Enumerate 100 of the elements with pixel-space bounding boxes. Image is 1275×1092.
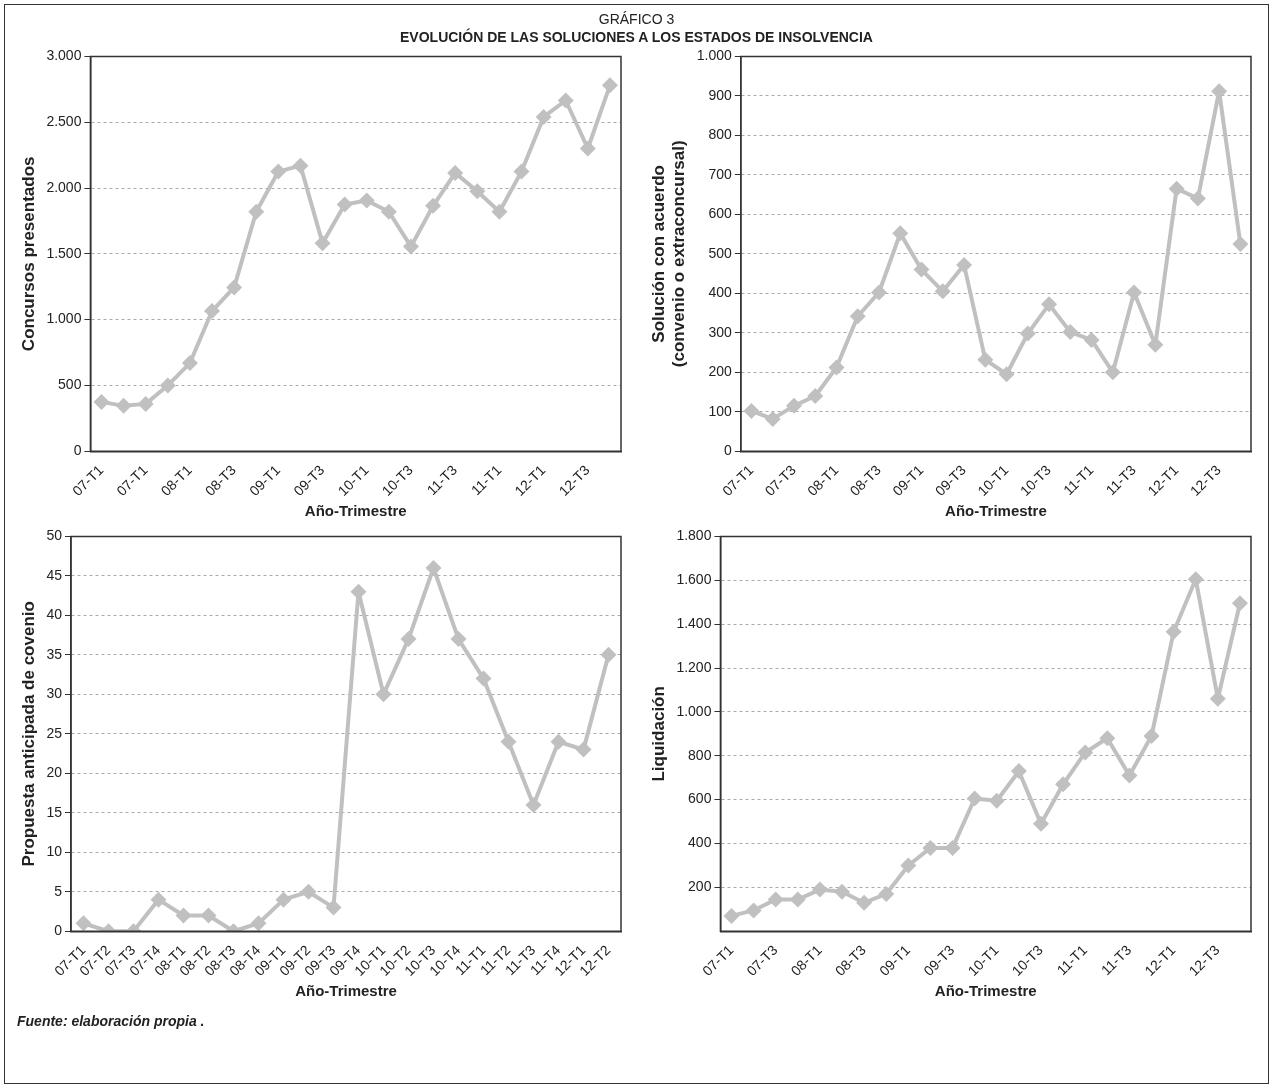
point	[828, 359, 845, 376]
point	[900, 857, 917, 874]
point	[358, 192, 375, 209]
point	[491, 203, 508, 220]
y-tick-label: 20	[46, 764, 63, 781]
y-tick-label: 1.800	[676, 527, 712, 544]
y-tick-label: 400	[708, 284, 733, 301]
point	[557, 92, 574, 109]
point	[150, 891, 167, 908]
point	[789, 891, 806, 908]
y-tick-label: 700	[708, 165, 733, 182]
y-tick-label: 1.500	[46, 244, 82, 261]
y-tick-label: 2.000	[46, 178, 82, 195]
point	[204, 303, 221, 320]
point	[745, 902, 762, 919]
point	[1168, 180, 1185, 197]
point	[270, 163, 287, 180]
point	[115, 397, 132, 414]
point	[200, 907, 217, 924]
y-tick-label: 25	[46, 724, 63, 741]
point	[525, 796, 542, 813]
y-tick-label: 1.000	[46, 310, 82, 327]
point	[834, 883, 851, 900]
y-tick-label: 1.000	[696, 47, 733, 64]
point	[878, 885, 895, 902]
point	[807, 387, 824, 404]
x-axis-title: Año-Trimestre	[304, 502, 407, 520]
point	[1104, 364, 1121, 381]
y-tick-label: 40	[46, 606, 63, 623]
point	[93, 393, 110, 410]
point	[1189, 190, 1206, 207]
source-note: Fuente: elaboración propia .	[17, 1013, 206, 1029]
y-axis-title: Solución con acuerdo (convenio o extraconcursal)	[648, 140, 689, 368]
y-axis-title: Propuesta anticipada de covenio	[18, 601, 38, 867]
point	[913, 261, 930, 278]
y-axis-title: Concursos presentados	[18, 156, 38, 352]
point	[248, 203, 265, 220]
point	[336, 196, 353, 213]
point	[314, 235, 331, 252]
y-tick-label: 400	[688, 834, 712, 851]
point	[550, 733, 567, 750]
point	[402, 238, 419, 255]
point	[300, 883, 317, 900]
point	[764, 410, 781, 427]
point	[1099, 730, 1116, 747]
y-tick-label: 500	[58, 376, 82, 393]
point	[425, 559, 442, 576]
point	[535, 108, 552, 125]
y-tick-label: 1.600	[676, 571, 712, 588]
point	[1165, 623, 1182, 640]
point	[1062, 324, 1079, 341]
point	[226, 279, 243, 296]
point	[181, 355, 198, 372]
y-tick-label: 900	[708, 86, 733, 103]
y-tick-label: 1.400	[676, 615, 712, 632]
point	[998, 366, 1015, 383]
point	[447, 164, 464, 181]
point	[871, 284, 887, 301]
y-tick-label: 100	[708, 402, 733, 419]
point	[469, 183, 486, 200]
y-axis-title: Liquidación	[648, 686, 668, 782]
point	[988, 792, 1005, 809]
y-tick-label: 50	[46, 527, 63, 544]
point	[380, 203, 397, 220]
y-tick-label: 10	[46, 843, 63, 860]
point	[1055, 776, 1072, 793]
point	[1019, 325, 1036, 342]
y-tick-label: 200	[688, 878, 712, 895]
y-tick-label: 5	[54, 882, 63, 899]
chart-subtitle: EVOLUCIÓN DE LAS SOLUCIONES A LOS ESTADOS DE INSOLVENCIA	[399, 29, 874, 45]
y-tick-label: 0	[724, 442, 733, 459]
point	[1083, 331, 1100, 348]
point	[601, 77, 618, 94]
point	[450, 631, 467, 648]
y-tick-label: 800	[688, 746, 712, 763]
point	[175, 907, 192, 924]
point	[250, 915, 267, 932]
point	[892, 225, 909, 242]
point	[922, 839, 939, 856]
point	[944, 839, 961, 856]
y-tick-label: 1.000	[676, 702, 712, 719]
point	[325, 899, 342, 916]
point	[137, 395, 154, 412]
point	[1126, 284, 1143, 301]
point	[513, 163, 530, 180]
point	[811, 881, 828, 898]
point	[1077, 744, 1094, 761]
y-tick-label: 45	[46, 566, 63, 583]
y-tick-label: 0	[54, 922, 63, 939]
point	[977, 351, 994, 368]
point	[575, 741, 592, 758]
point	[292, 157, 309, 174]
y-tick-label: 300	[708, 323, 733, 340]
y-tick-label: 15	[46, 803, 63, 820]
point	[856, 894, 873, 911]
point	[1143, 728, 1160, 745]
y-tick-label: 600	[708, 205, 733, 222]
point	[723, 907, 740, 924]
point	[475, 670, 492, 687]
point	[849, 308, 866, 325]
